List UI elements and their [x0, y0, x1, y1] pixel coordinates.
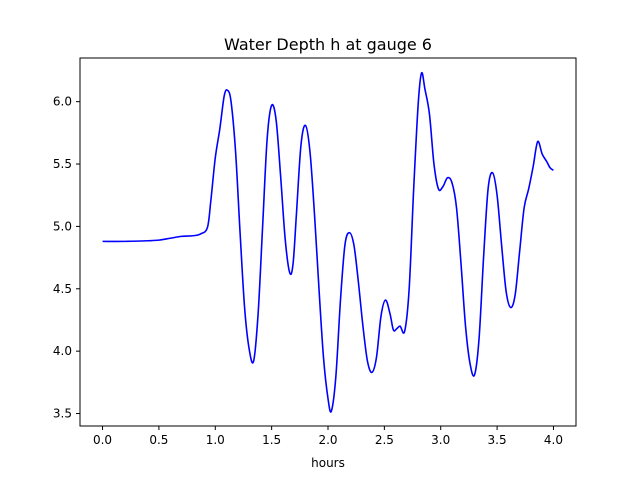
y-tick-label: 3.5 [53, 407, 72, 421]
x-tick-label: 4.0 [544, 433, 563, 447]
x-tick-label: 2.5 [375, 433, 394, 447]
x-tick-label: 3.5 [488, 433, 507, 447]
chart-title: Water Depth h at gauge 6 [224, 35, 432, 54]
x-tick-label: 2.0 [318, 433, 337, 447]
x-axis: 0.0 0.5 1.0 1.5 2.0 2.5 3.0 3.5 4.0 [93, 426, 563, 447]
x-axis-label: hours [311, 456, 345, 470]
x-tick-label: 1.0 [206, 433, 225, 447]
y-tick-label: 5.0 [53, 219, 72, 233]
plot-area [102, 71, 554, 413]
x-tick-label: 0.5 [149, 433, 168, 447]
x-tick-label: 1.5 [262, 433, 281, 447]
y-tick-label: 5.5 [53, 157, 72, 171]
x-tick-label: 0.0 [93, 433, 112, 447]
x-tick-label: 3.0 [431, 433, 450, 447]
y-axis: 3.5 4.0 4.5 5.0 5.5 6.0 [53, 95, 80, 421]
y-tick-label: 4.5 [53, 282, 72, 296]
y-tick-label: 4.0 [53, 344, 72, 358]
series-line-water-depth [102, 71, 554, 413]
y-tick-label: 6.0 [53, 95, 72, 109]
